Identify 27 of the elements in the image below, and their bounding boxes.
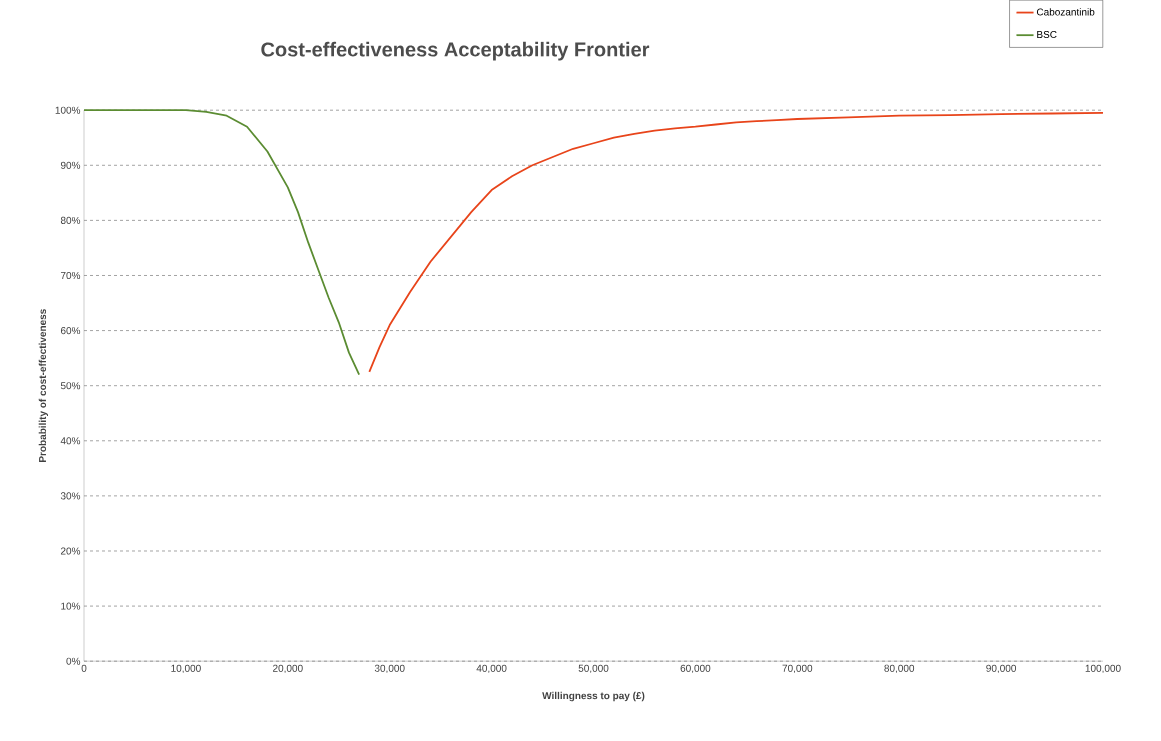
x-tick-label: 50,000: [578, 664, 609, 673]
y-tick-label: 100%: [55, 106, 81, 114]
y-tick-label: 80%: [60, 216, 81, 224]
y-tick-label: 20%: [60, 547, 81, 555]
y-tick-label: 60%: [60, 326, 81, 335]
x-tick-label: 80,000: [884, 664, 915, 673]
x-tick-label: 40,000: [476, 664, 507, 673]
chart-title: Cost-effectiveness Acceptability Frontier: [261, 41, 650, 61]
legend-label: Cabozantinib: [1036, 8, 1095, 16]
x-tick-label: 90,000: [986, 664, 1017, 673]
x-axis-title: Willingness to pay (£): [542, 691, 645, 702]
y-tick-label: 70%: [60, 271, 81, 279]
x-tick-label: 20,000: [273, 664, 303, 673]
y-tick-label: 10%: [61, 602, 81, 610]
y-axis-title: Probability of cost-effectiveness: [38, 309, 49, 462]
y-tick-label: 90%: [60, 161, 81, 169]
y-tick-label: 40%: [60, 437, 81, 445]
x-tick-label: 60,000: [680, 664, 711, 673]
legend-label: BSC: [1037, 30, 1057, 38]
y-tick-label: 0%: [66, 657, 81, 665]
x-tick-label: 30,000: [374, 664, 405, 673]
x-tick-label: 10,000: [171, 664, 201, 673]
y-tick-label: 30%: [60, 492, 81, 500]
x-tick-label: 100,000: [1085, 664, 1121, 673]
x-tick-label: 70,000: [782, 664, 813, 673]
x-tick-label: 0: [81, 664, 87, 672]
y-tick-label: 50%: [60, 382, 81, 390]
